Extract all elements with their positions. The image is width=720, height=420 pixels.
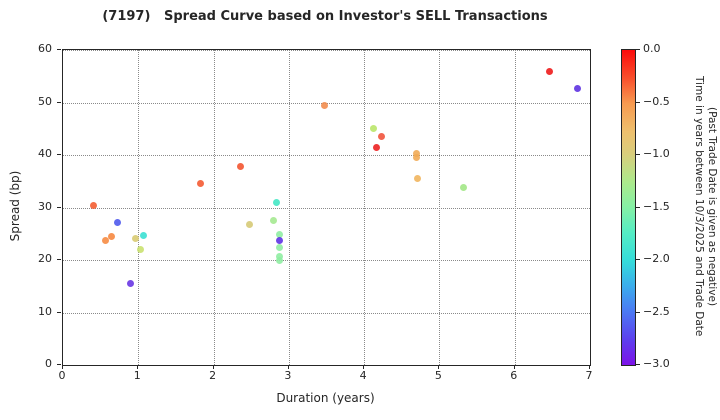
- y-tick-mark: [57, 154, 61, 155]
- colorbar-tick-label: −1.0: [643, 147, 670, 160]
- data-point: [276, 236, 284, 244]
- data-point: [377, 133, 385, 141]
- data-point: [107, 233, 115, 241]
- data-point: [460, 183, 468, 191]
- colorbar-label: Time in years between 10/3/2025 and Trad…: [692, 47, 719, 366]
- colorbar-tick-label: −3.0: [643, 357, 670, 370]
- x-tick-mark: [363, 365, 365, 369]
- chart-title: (7197) Spread Curve based on Investor's …: [102, 9, 548, 24]
- data-point: [275, 257, 283, 265]
- x-tick-mark: [212, 365, 214, 369]
- gridline-vertical: [138, 50, 140, 365]
- x-tick-label: 7: [585, 369, 593, 382]
- colorbar-label-line2: (Past Trade Date is given as negative): [706, 106, 718, 307]
- y-tick-label: 40: [38, 147, 52, 160]
- x-tick-mark: [438, 365, 440, 369]
- data-point: [412, 150, 420, 158]
- x-tick-label: 4: [359, 369, 367, 382]
- colorbar-tick-label: 0.0: [643, 42, 661, 55]
- y-tick-mark: [57, 101, 61, 103]
- y-tick-mark: [57, 259, 61, 260]
- data-point: [412, 154, 420, 162]
- data-point: [372, 144, 380, 152]
- data-point: [101, 237, 109, 245]
- data-point: [237, 163, 245, 171]
- x-tick-mark: [589, 365, 590, 369]
- y-tick-label: 30: [38, 199, 52, 213]
- x-axis-label: Duration (years): [276, 391, 375, 405]
- y-tick-label: 0: [45, 357, 52, 370]
- data-point: [127, 279, 135, 287]
- x-tick-label: 5: [434, 369, 442, 382]
- data-point: [246, 220, 254, 228]
- data-point: [321, 101, 329, 109]
- data-point: [275, 252, 283, 260]
- data-point: [197, 180, 205, 188]
- data-point: [131, 234, 139, 242]
- gridline-vertical: [439, 50, 441, 365]
- y-tick-mark: [57, 364, 61, 365]
- x-tick-mark: [287, 365, 289, 369]
- colorbar: [621, 49, 636, 366]
- y-tick-mark: [57, 311, 61, 313]
- colorbar-tick-label: −2.0: [643, 252, 670, 265]
- x-tick-label: 6: [510, 369, 518, 382]
- gridline-vertical: [213, 50, 215, 365]
- data-point: [574, 84, 582, 92]
- y-tick-label: 50: [38, 94, 52, 108]
- x-tick-label: 0: [58, 369, 66, 382]
- gridline-horizontal: [63, 207, 590, 209]
- data-point: [90, 202, 98, 210]
- data-point: [276, 230, 284, 238]
- x-tick-label: 2: [209, 369, 217, 382]
- gridline-horizontal: [63, 312, 590, 314]
- colorbar-label-line1: Time in years between 10/3/2025 and Trad…: [693, 76, 705, 337]
- x-tick-label: 3: [284, 369, 292, 382]
- plot-area: [62, 49, 591, 366]
- data-point: [414, 174, 422, 182]
- colorbar-tick-mark: [636, 259, 640, 260]
- gridline-vertical: [514, 50, 516, 365]
- x-tick-label: 1: [133, 369, 141, 382]
- y-tick-mark: [57, 49, 61, 50]
- y-tick-label: 20: [38, 252, 52, 265]
- colorbar-tick-label: −1.5: [643, 199, 670, 213]
- gridline-horizontal: [63, 155, 590, 156]
- colorbar-tick-label: −2.5: [643, 304, 670, 318]
- x-tick-mark: [513, 365, 515, 369]
- colorbar-tick-mark: [636, 154, 640, 155]
- x-tick-mark: [137, 365, 139, 369]
- data-point: [269, 217, 277, 225]
- data-point: [369, 125, 377, 133]
- data-point: [140, 231, 148, 239]
- gridline-horizontal: [63, 260, 590, 261]
- colorbar-tick-mark: [636, 364, 640, 365]
- colorbar-tick-mark: [636, 101, 640, 103]
- y-tick-label: 60: [38, 42, 52, 55]
- x-tick-mark: [62, 365, 63, 369]
- colorbar-tick-mark: [636, 311, 640, 313]
- y-tick-label: 10: [38, 304, 52, 318]
- y-tick-mark: [57, 206, 61, 208]
- data-point: [137, 246, 145, 253]
- gridline-horizontal: [63, 50, 590, 51]
- gridline-vertical: [364, 50, 366, 365]
- colorbar-tick-mark: [636, 49, 640, 50]
- gridline-vertical: [288, 50, 290, 365]
- data-point: [113, 219, 121, 227]
- data-point: [545, 68, 553, 76]
- data-point: [276, 244, 284, 252]
- colorbar-tick-label: −0.5: [643, 94, 670, 108]
- data-point: [273, 199, 281, 207]
- colorbar-tick-mark: [636, 206, 640, 208]
